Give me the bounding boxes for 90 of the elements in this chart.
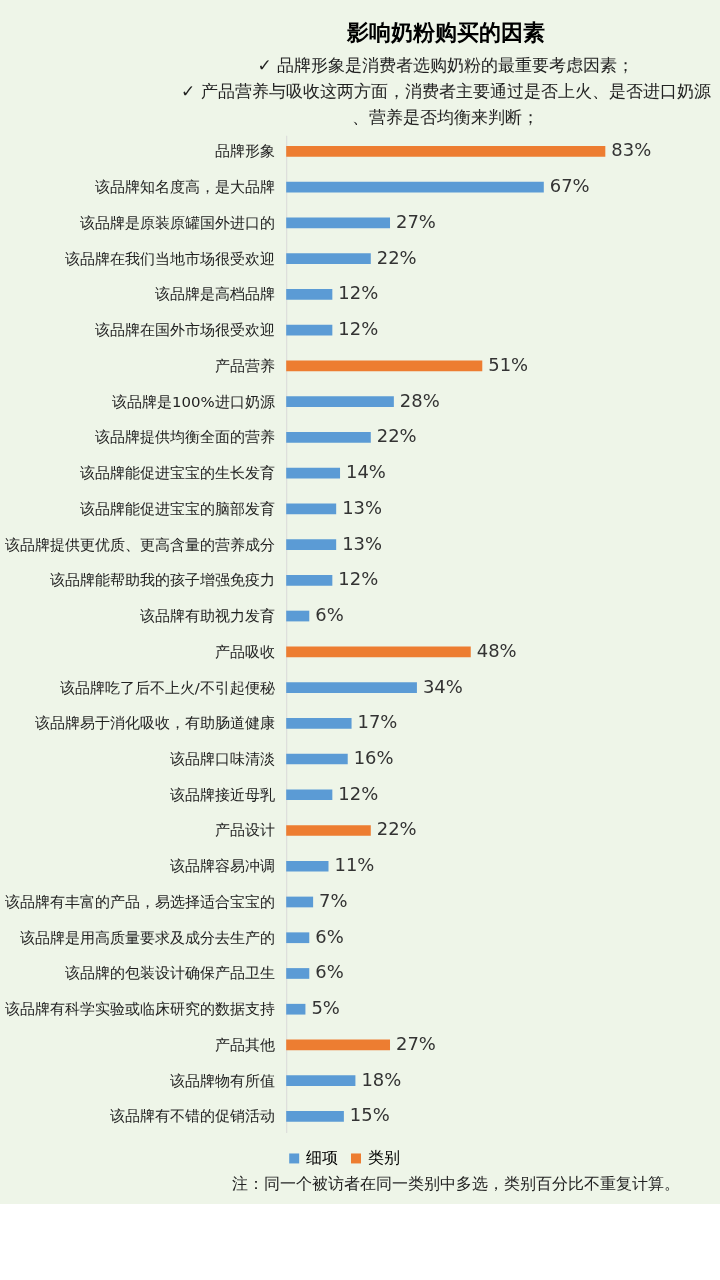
y-tick-label: 该品牌易于消化吸收，有助肠道健康 [34,714,275,733]
bar [286,146,606,157]
data-label: 6% [315,604,344,626]
data-label: 17% [357,711,398,733]
y-tick-label: 该品牌是高档品牌 [154,285,275,304]
legend-label: 类别 [367,1148,400,1168]
data-label: 13% [342,496,383,518]
data-label: 11% [334,854,375,876]
data-label: 27% [396,210,436,232]
bar [286,1003,306,1015]
data-label: 15% [349,1104,390,1126]
y-tick-label: 该品牌能促进宝宝的生长发育 [79,464,275,483]
text: ✓ 品牌形象是消费者选购奶粉的最重要考虑因素； [257,55,635,76]
bar [286,253,371,264]
y-tick-label: 该品牌有科学实验或临床研究的数据支持 [4,1000,275,1019]
bar [286,610,310,622]
y-tick-label: 该品牌口味清淡 [169,750,275,768]
y-tick-label: 产品设计 [214,821,275,840]
y-tick-label: 该品牌物有所值 [169,1071,275,1090]
bar [286,217,391,229]
data-label: 13% [342,532,383,554]
bar [286,646,471,658]
bar [286,896,314,908]
y-tick-label: 该品牌的包装设计确保产品卫生 [64,964,275,983]
data-label: 22% [376,818,417,840]
data-label: 22% [376,425,417,447]
data-label: 51% [488,353,529,375]
bar [286,1111,344,1122]
y-tick-label: 产品吸收 [214,642,275,661]
bar [286,860,329,872]
bar [286,574,333,586]
data-label: 12% [338,782,379,804]
bar [286,825,371,836]
y-tick-label: 该品牌知名度高，是大品牌 [94,178,275,197]
bar [286,324,333,336]
bar [286,431,371,443]
y-tick-label: 产品营养 [214,356,275,375]
bar [286,789,333,801]
y-tick-label: 该品牌容易冲调 [169,857,275,876]
y-tick-label: 该品牌吃了后不上火/不引起便秘 [59,678,275,697]
bar [286,467,341,479]
bar [286,1075,356,1087]
y-tick-label: 品牌形象 [214,142,275,161]
data-label: 12% [338,282,379,304]
y-tick-label: 该品牌有丰富的产品，易选择适合宝宝的 [4,892,275,911]
legend-label: 细项 [306,1148,339,1168]
y-tick-label: 该品牌是100%进口奶源 [112,392,275,411]
y-tick-label: 该品牌有助视力发育 [139,607,275,626]
data-label: 34% [422,675,463,697]
bar [286,968,310,979]
y-tick-label: 该品牌提供均衡全面的营养 [94,428,275,447]
bar [286,932,310,944]
y-tick-label: 产品其他 [214,1035,275,1054]
bar [286,396,394,407]
data-label: 22% [376,246,417,268]
y-tick-label: 该品牌在我们当地市场很受欢迎 [64,249,275,268]
data-label: 12% [338,318,379,340]
data-label: 7% [319,889,348,911]
data-label: 5% [311,997,340,1019]
y-tick-label: 该品牌有不错的促销活动 [109,1107,275,1126]
data-label: 6% [315,961,344,983]
data-label: 28% [399,389,440,411]
chart-title: 影响奶粉购买的因素 [345,19,545,45]
bar [286,682,417,693]
y-tick-label: 该品牌接近母乳 [169,785,275,804]
bar [286,360,483,372]
bar [286,1039,391,1051]
bar [286,503,337,515]
bar [286,539,337,550]
y-tick-label: 该品牌在国外市场很受欢迎 [94,321,275,340]
data-label: 16% [353,747,394,768]
data-label: 18% [361,1068,402,1090]
data-label: 83% [611,139,652,161]
bar [286,753,348,765]
text: 注：同一个被访者在同一类别中多选，类别百分比不重复计算。 [231,1174,680,1194]
y-tick-label: 该品牌能促进宝宝的脑部发育 [79,499,275,518]
y-tick-label: 该品牌能帮助我的孩子增强免疫力 [49,571,275,590]
bar [286,717,352,729]
bar [286,288,333,300]
data-label: 6% [315,925,344,947]
text: ✓ 产品营养与吸收这两方面，消费者主要通过是否上火、是否进口奶源、营养是否均衡来判断； [180,81,711,128]
data-label: 48% [476,639,517,661]
y-tick-label: 该品牌是用高质量要求及成分去生产的 [19,928,275,947]
y-tick-label: 该品牌是原装原罐国外进口的 [79,213,275,232]
data-label: 14% [346,461,386,483]
bar [286,181,544,193]
y-tick-label: 该品牌提供更优质、更高含量的营养成分 [4,535,275,554]
data-label: 27% [396,1032,436,1054]
data-label: 12% [338,568,379,590]
data-label: 67% [549,175,590,197]
